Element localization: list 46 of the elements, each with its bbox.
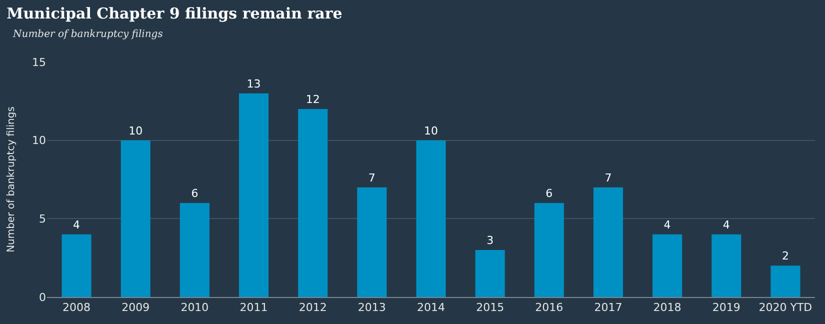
chart-subtitle: Number of bankruptcy filings [12,29,163,40]
data-label: 4 [664,218,671,232]
bar [416,140,446,297]
x-tick-label: 2019 [712,301,740,314]
bar [534,203,564,297]
x-tick-label: 2009 [122,301,150,314]
data-label: 3 [486,234,494,247]
chart-title: Municipal Chapter 9 filings remain rare [6,4,342,23]
data-label: 7 [604,171,612,184]
data-label: 12 [306,93,320,106]
bar [180,203,210,297]
bar [593,187,623,297]
x-tick-label: 2016 [535,301,564,314]
data-label: 2 [782,250,789,263]
x-tick-label: 2013 [358,301,386,314]
bar [120,140,150,297]
bar [652,234,682,297]
x-tick-label: 2015 [476,301,504,314]
data-label: 4 [722,218,730,232]
data-label: 13 [246,77,261,90]
data-label: 10 [424,124,438,138]
x-tick-label: 2012 [298,301,327,314]
x-tick-label: 2020 YTD [758,301,812,314]
y-tick-label: 5 [39,212,46,226]
data-label: 10 [128,124,143,138]
y-tick-label: 10 [32,134,46,148]
x-tick-label: 2018 [653,301,682,314]
data-label: 6 [546,187,553,200]
bar [239,93,269,297]
data-label: 7 [368,171,376,184]
bar [298,109,328,297]
x-tick-label: 2014 [417,301,445,314]
x-tick-label: 2008 [62,301,91,314]
y-tick-label: 15 [32,56,46,69]
bar [357,187,387,297]
y-tick-label: 0 [39,290,46,304]
bar [62,234,92,297]
data-label: 4 [73,218,80,232]
x-tick-label: 2010 [180,301,209,314]
y-axis-title: Number of bankruptcy filings [6,106,17,252]
bar [712,234,742,297]
bar [475,250,505,297]
x-tick-label: 2011 [240,301,268,314]
x-tick-label: 2017 [594,301,622,314]
data-label: 6 [191,187,198,200]
bar [770,266,800,297]
